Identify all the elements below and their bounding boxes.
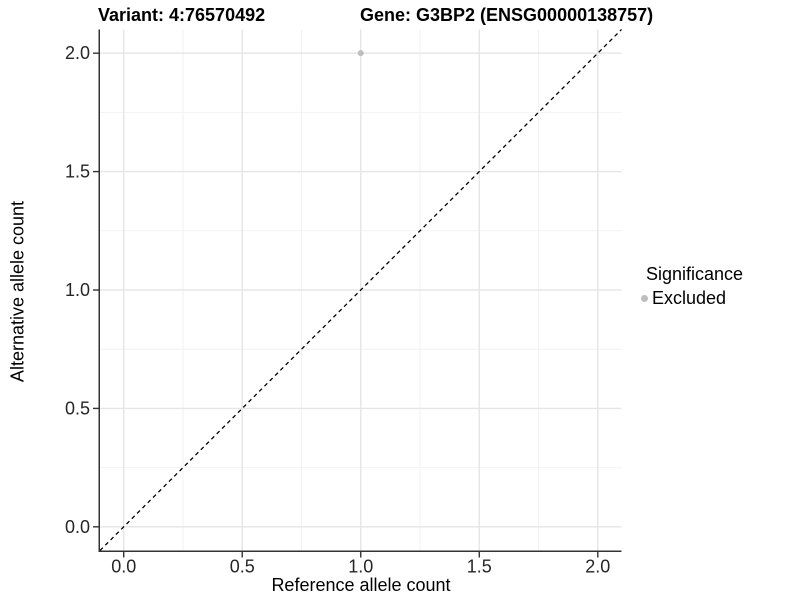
x-tick-label: 1.0 — [348, 557, 373, 577]
x-tick-label: 1.5 — [467, 557, 492, 577]
y-axis-title: Alternative allele count — [7, 200, 28, 383]
y-tick-label: 1.0 — [65, 280, 90, 300]
gene-title: Gene: G3BP2 (ENSG00000138757) — [360, 5, 654, 25]
legend-entry-label: Excluded — [652, 288, 727, 308]
legend-entry-excluded: Excluded — [641, 287, 743, 309]
x-tick-label: 0.5 — [230, 557, 255, 577]
x-tick-label: 0.0 — [111, 557, 136, 577]
y-tick-label: 1.5 — [65, 162, 90, 182]
legend: Significance Excluded — [641, 262, 744, 309]
data-point — [357, 50, 364, 57]
legend-title: Significance — [646, 264, 744, 284]
x-tick-label: 2.0 — [585, 557, 610, 577]
y-tick-label: 0.5 — [65, 398, 90, 418]
x-axis-title: Reference allele count — [271, 575, 451, 595]
excluded-point-icon — [641, 294, 648, 302]
y-tick-label: 2.0 — [65, 43, 90, 63]
identity-reference-line — [99, 29, 622, 551]
variant-title: Variant: 4:76570492 — [98, 5, 266, 25]
y-tick-label: 0.0 — [65, 517, 90, 537]
